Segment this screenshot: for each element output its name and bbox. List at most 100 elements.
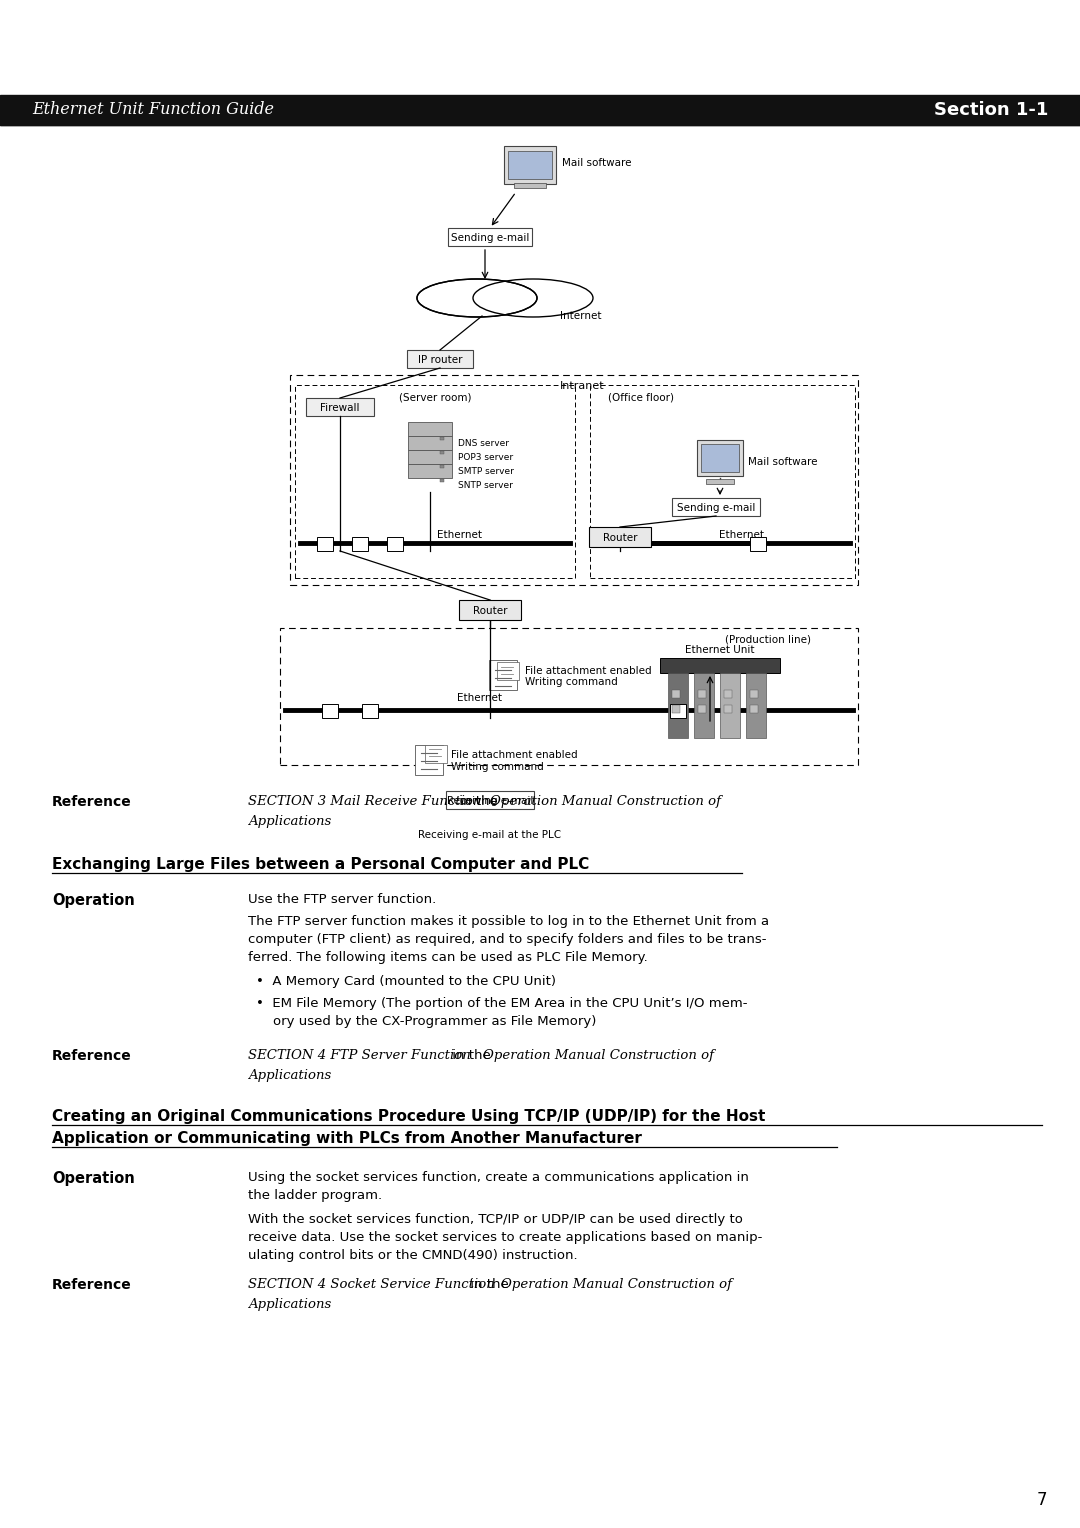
Bar bbox=[698, 691, 706, 698]
Bar bbox=[504, 147, 556, 183]
Bar bbox=[670, 704, 686, 718]
Bar bbox=[694, 672, 714, 738]
Text: Use the FTP server function.: Use the FTP server function. bbox=[248, 892, 436, 906]
Bar bbox=[407, 350, 473, 368]
Bar bbox=[408, 451, 453, 465]
Text: in the: in the bbox=[455, 795, 502, 808]
Bar bbox=[497, 662, 519, 680]
Text: Operation Manual Construction of: Operation Manual Construction of bbox=[483, 1050, 714, 1062]
Text: •  EM File Memory (The portion of the EM Area in the CPU Unit’s I/O mem-
    ory: • EM File Memory (The portion of the EM … bbox=[256, 996, 747, 1028]
Bar bbox=[408, 435, 453, 451]
Bar bbox=[408, 465, 453, 478]
Bar bbox=[698, 704, 706, 714]
Bar bbox=[0, 95, 1080, 98]
Bar bbox=[672, 498, 760, 516]
Bar bbox=[318, 536, 333, 552]
Text: Applications: Applications bbox=[248, 1297, 332, 1311]
Text: DNS server: DNS server bbox=[458, 440, 509, 449]
Text: Ethernet: Ethernet bbox=[458, 694, 502, 703]
Bar bbox=[440, 478, 444, 481]
Bar bbox=[415, 746, 443, 775]
Bar bbox=[514, 183, 546, 188]
Text: Operation Manual Construction of: Operation Manual Construction of bbox=[501, 1277, 732, 1291]
Text: •  A Memory Card (mounted to the CPU Unit): • A Memory Card (mounted to the CPU Unit… bbox=[256, 975, 556, 989]
Text: Ethernet Unit: Ethernet Unit bbox=[685, 645, 755, 656]
Text: Application or Communicating with PLCs from Another Manufacturer: Application or Communicating with PLCs f… bbox=[52, 1131, 642, 1146]
Text: Receiving e-mail: Receiving e-mail bbox=[447, 796, 534, 805]
Bar bbox=[697, 440, 743, 477]
Text: Mail software: Mail software bbox=[748, 457, 818, 468]
Text: Firewall: Firewall bbox=[321, 403, 360, 413]
Bar bbox=[589, 527, 651, 547]
Text: (Server room): (Server room) bbox=[399, 393, 471, 402]
Text: File attachment enabled: File attachment enabled bbox=[451, 750, 578, 759]
Bar bbox=[426, 746, 447, 762]
Text: Section 1-1: Section 1-1 bbox=[933, 101, 1048, 119]
Text: (Production line): (Production line) bbox=[725, 636, 811, 645]
Text: Sending e-mail: Sending e-mail bbox=[450, 232, 529, 243]
Bar bbox=[724, 691, 732, 698]
Text: Ethernet: Ethernet bbox=[437, 530, 483, 539]
Text: Receiving e-mail at the PLC: Receiving e-mail at the PLC bbox=[418, 830, 562, 840]
Bar bbox=[0, 122, 1080, 125]
Bar bbox=[660, 659, 780, 672]
Bar bbox=[0, 98, 1080, 125]
Bar bbox=[750, 691, 758, 698]
Text: in the: in the bbox=[465, 1277, 513, 1291]
Text: Operation: Operation bbox=[52, 892, 135, 908]
Text: Reference: Reference bbox=[52, 1050, 132, 1063]
Text: SNTP server: SNTP server bbox=[458, 481, 513, 490]
Text: Applications: Applications bbox=[248, 1070, 332, 1082]
Bar bbox=[489, 660, 517, 691]
Text: With the socket services function, TCP/IP or UDP/IP can be used directly to
rece: With the socket services function, TCP/I… bbox=[248, 1213, 762, 1262]
Text: SMTP server: SMTP server bbox=[458, 468, 514, 477]
Text: Writing command: Writing command bbox=[525, 677, 618, 688]
Bar bbox=[280, 628, 858, 766]
Text: SECTION 3 Mail Receive Function: SECTION 3 Mail Receive Function bbox=[248, 795, 482, 808]
Text: (Office floor): (Office floor) bbox=[608, 393, 674, 402]
Text: Sending e-mail: Sending e-mail bbox=[677, 503, 755, 513]
Text: Applications: Applications bbox=[248, 814, 332, 828]
Bar bbox=[322, 704, 338, 718]
Bar bbox=[387, 536, 403, 552]
Bar bbox=[701, 445, 739, 472]
Bar bbox=[590, 385, 855, 578]
Text: 7: 7 bbox=[1037, 1491, 1048, 1510]
Bar bbox=[440, 465, 444, 468]
Text: Intranet: Intranet bbox=[559, 380, 605, 391]
Text: Ethernet Unit Function Guide: Ethernet Unit Function Guide bbox=[32, 101, 274, 119]
Bar bbox=[352, 536, 368, 552]
Text: IP router: IP router bbox=[418, 354, 462, 365]
Ellipse shape bbox=[473, 280, 593, 316]
Text: Writing command: Writing command bbox=[451, 762, 543, 772]
Bar bbox=[362, 704, 378, 718]
Text: The FTP server function makes it possible to log in to the Ethernet Unit from a
: The FTP server function makes it possibl… bbox=[248, 915, 769, 964]
Bar bbox=[440, 437, 444, 440]
Text: Internet: Internet bbox=[561, 312, 602, 321]
Text: Ethernet: Ethernet bbox=[719, 530, 765, 539]
Text: SECTION 4 Socket Service Function: SECTION 4 Socket Service Function bbox=[248, 1277, 495, 1291]
Text: Reference: Reference bbox=[52, 795, 132, 808]
Text: Operation: Operation bbox=[52, 1170, 135, 1186]
Bar bbox=[724, 704, 732, 714]
Bar bbox=[408, 422, 453, 435]
Bar bbox=[448, 228, 532, 246]
Text: Router: Router bbox=[603, 533, 637, 542]
Text: Creating an Original Communications Procedure Using TCP/IP (UDP/IP) for the Host: Creating an Original Communications Proc… bbox=[52, 1109, 766, 1125]
Text: SECTION 4 FTP Server Function: SECTION 4 FTP Server Function bbox=[248, 1050, 471, 1062]
Bar bbox=[750, 704, 758, 714]
Text: Using the socket services function, create a communications application in
the l: Using the socket services function, crea… bbox=[248, 1170, 748, 1203]
Bar bbox=[295, 385, 575, 578]
Bar bbox=[440, 451, 444, 454]
Text: Router: Router bbox=[473, 607, 508, 616]
Bar bbox=[750, 536, 766, 552]
Bar bbox=[459, 601, 521, 620]
Bar bbox=[446, 792, 534, 808]
Bar bbox=[720, 672, 740, 738]
Text: Reference: Reference bbox=[52, 1277, 132, 1293]
Bar bbox=[291, 374, 858, 585]
Text: in the: in the bbox=[448, 1050, 495, 1062]
Text: POP3 server: POP3 server bbox=[458, 454, 513, 463]
Bar bbox=[746, 672, 766, 738]
Text: Operation Manual Construction of: Operation Manual Construction of bbox=[490, 795, 721, 808]
